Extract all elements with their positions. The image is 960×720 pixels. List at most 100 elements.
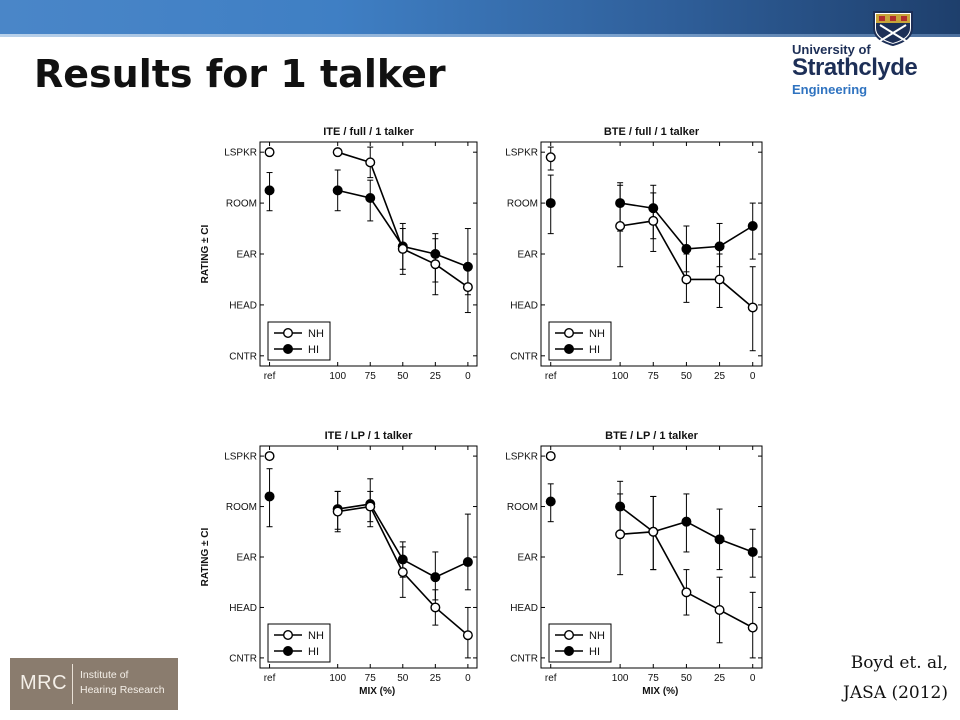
series-hi-point	[714, 534, 725, 545]
header-underline	[0, 34, 960, 37]
series-nh-point	[332, 147, 343, 158]
y-tick-label: HEAD	[510, 300, 538, 311]
series-nh-point	[681, 587, 692, 598]
x-tick-label: 100	[612, 673, 629, 684]
x-tick-label: 75	[648, 371, 660, 382]
legend-nh-marker	[283, 328, 294, 339]
x-tick-label: 50	[397, 371, 409, 382]
series-hi-point	[545, 496, 556, 507]
series-hi-point	[365, 192, 376, 203]
header-bar	[0, 0, 960, 34]
legend-hi-label: HI	[308, 646, 319, 658]
x-tick-label: 75	[648, 673, 660, 684]
mrc-text: Institute of Hearing Research	[80, 668, 165, 698]
series-nh-point	[462, 282, 473, 293]
y-tick-label: HEAD	[510, 603, 538, 614]
legend-hi-marker	[564, 344, 575, 355]
strathclyde-logo: University of Strathclyde Engineering	[790, 10, 930, 102]
series-hi-point	[681, 243, 692, 254]
citation-line-2: JASA (2012)	[843, 683, 948, 703]
y-tick-label: EAR	[517, 553, 538, 564]
series-hi-point	[264, 491, 275, 502]
legend-hi-label: HI	[589, 344, 600, 356]
series-nh-point	[332, 506, 343, 517]
series-nh-point	[365, 501, 376, 512]
y-tick-label: EAR	[236, 553, 257, 564]
x-tick-label: 25	[714, 371, 726, 382]
legend-nh-label: NH	[589, 328, 605, 340]
series-nh-point	[545, 451, 556, 462]
x-tick-label: 75	[365, 371, 377, 382]
series-nh-point	[462, 630, 473, 641]
series-nh-point	[714, 604, 725, 615]
chart-title: ITE / LP / 1 talker	[325, 430, 414, 442]
y-tick-label: ROOM	[507, 199, 538, 210]
chart-title: BTE / full / 1 talker	[604, 126, 700, 138]
series-nh-point	[681, 274, 692, 285]
x-tick-label: 0	[750, 673, 756, 684]
series-hi-point	[747, 220, 758, 231]
y-tick-label: ROOM	[507, 502, 538, 513]
x-tick-label: ref	[264, 371, 276, 382]
legend-nh-marker	[564, 328, 575, 339]
x-tick-label: 0	[465, 673, 471, 684]
series-nh-point	[397, 567, 408, 578]
series-nh-point	[397, 243, 408, 254]
chart-panel-2: BTE / full / 1 talker LSPKR ROOM EAR HEAD CNT…	[505, 126, 763, 382]
series-nh-point	[430, 259, 441, 270]
slide-title: Results for 1 talker	[34, 52, 446, 96]
logo-line-strathclyde: Strathclyde	[792, 54, 918, 81]
mrc-divider	[72, 664, 73, 704]
series-hi-point	[681, 516, 692, 527]
chart-panel-3: ITE / LP / 1 talker LSPKR ROOM EAR HEAD CNTR r…	[200, 430, 478, 697]
legend-hi-marker	[283, 646, 294, 657]
x-tick-label: 25	[714, 673, 726, 684]
x-tick-label: ref	[264, 673, 276, 684]
y-axis-label: RATING ± CI	[200, 527, 211, 586]
legend-box	[267, 321, 331, 361]
x-tick-label: ref	[545, 673, 557, 684]
series-hi-point	[714, 241, 725, 252]
series-nh-point	[615, 220, 626, 231]
series-nh-point	[648, 526, 659, 537]
series-nh-point	[264, 451, 275, 462]
series-nh-point	[747, 622, 758, 633]
series-hi-point	[430, 572, 441, 583]
legend-box	[548, 321, 612, 361]
legend-nh-label: NH	[589, 630, 605, 642]
series-nh-point	[545, 152, 556, 163]
x-tick-label: 50	[397, 673, 409, 684]
chart-title: ITE / full / 1 talker	[323, 126, 414, 138]
y-axis-label: RATING ± CI	[200, 224, 211, 283]
citation-line-1: Boyd et. al,	[850, 653, 948, 673]
y-tick-label: EAR	[517, 250, 538, 261]
x-tick-label: 50	[681, 371, 693, 382]
x-tick-label: 25	[430, 371, 442, 382]
series-hi-point	[332, 185, 343, 196]
chart-panel-1: ITE / full / 1 talker LSPKR ROOM EAR HEAD CNT…	[200, 126, 478, 382]
logo-line-university: University of	[792, 42, 871, 57]
x-tick-label: 100	[329, 673, 346, 684]
y-tick-label: CNTR	[229, 351, 257, 362]
legend-hi-marker	[564, 646, 575, 657]
legend-box	[548, 623, 612, 663]
y-tick-label: LSPKR	[505, 452, 538, 463]
legend-nh-marker	[283, 630, 294, 641]
y-tick-label: ROOM	[226, 502, 257, 513]
x-tick-label: 0	[465, 371, 471, 382]
x-tick-label: 0	[750, 371, 756, 382]
logo-line-engineering: Engineering	[792, 82, 868, 97]
citation: Boyd et. al, JASA (2012)	[843, 648, 948, 708]
y-tick-label: HEAD	[229, 603, 257, 614]
y-tick-label: LSPKR	[224, 148, 257, 159]
x-tick-label: 75	[365, 673, 377, 684]
x-tick-label: 100	[612, 371, 629, 382]
legend-hi-label: HI	[589, 646, 600, 658]
mrc-line-1: Institute of	[80, 669, 129, 681]
x-axis-label: MIX (%)	[359, 686, 395, 697]
legend-hi-marker	[283, 344, 294, 355]
legend-nh-label: NH	[308, 328, 324, 340]
crest-icon	[873, 11, 913, 46]
chart-title: BTE / LP / 1 talker	[605, 430, 698, 442]
